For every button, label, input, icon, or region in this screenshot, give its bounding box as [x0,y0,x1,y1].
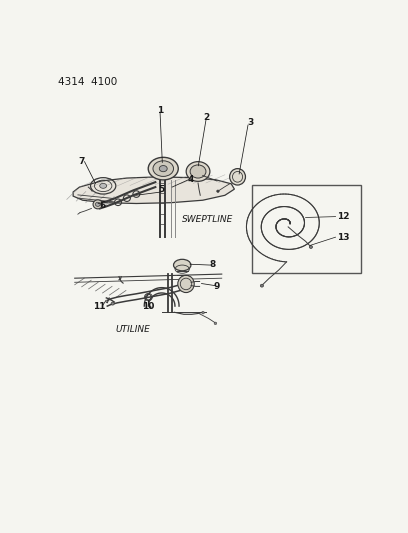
Text: 7: 7 [79,157,85,166]
Ellipse shape [153,161,173,176]
Ellipse shape [93,200,102,209]
Text: 11: 11 [93,302,105,311]
Text: 10: 10 [142,302,155,311]
Bar [252,185,361,273]
Ellipse shape [149,306,151,309]
Ellipse shape [95,202,100,206]
Text: 12: 12 [337,212,350,221]
Text: 1: 1 [157,106,163,115]
Ellipse shape [260,284,264,287]
Text: 9: 9 [214,282,220,291]
Text: 3: 3 [247,118,253,127]
Ellipse shape [173,260,191,271]
Text: 4: 4 [188,175,194,184]
Ellipse shape [100,183,106,188]
Text: 5: 5 [158,184,164,193]
Ellipse shape [230,168,246,185]
Text: 4314  4100: 4314 4100 [58,77,117,87]
Text: UTILINE: UTILINE [116,326,151,334]
Ellipse shape [148,157,178,180]
Text: SWEPTLINE: SWEPTLINE [182,215,234,224]
Polygon shape [73,177,234,204]
Ellipse shape [159,166,167,172]
Text: 8: 8 [209,260,215,269]
Ellipse shape [217,190,219,192]
Text: 13: 13 [337,232,350,241]
Ellipse shape [111,302,114,305]
Ellipse shape [202,311,204,314]
Ellipse shape [214,322,217,325]
Ellipse shape [190,165,206,178]
Text: 6: 6 [100,201,106,210]
Ellipse shape [186,161,210,181]
Text: 2: 2 [203,113,209,122]
Ellipse shape [309,246,313,248]
Ellipse shape [178,276,194,293]
